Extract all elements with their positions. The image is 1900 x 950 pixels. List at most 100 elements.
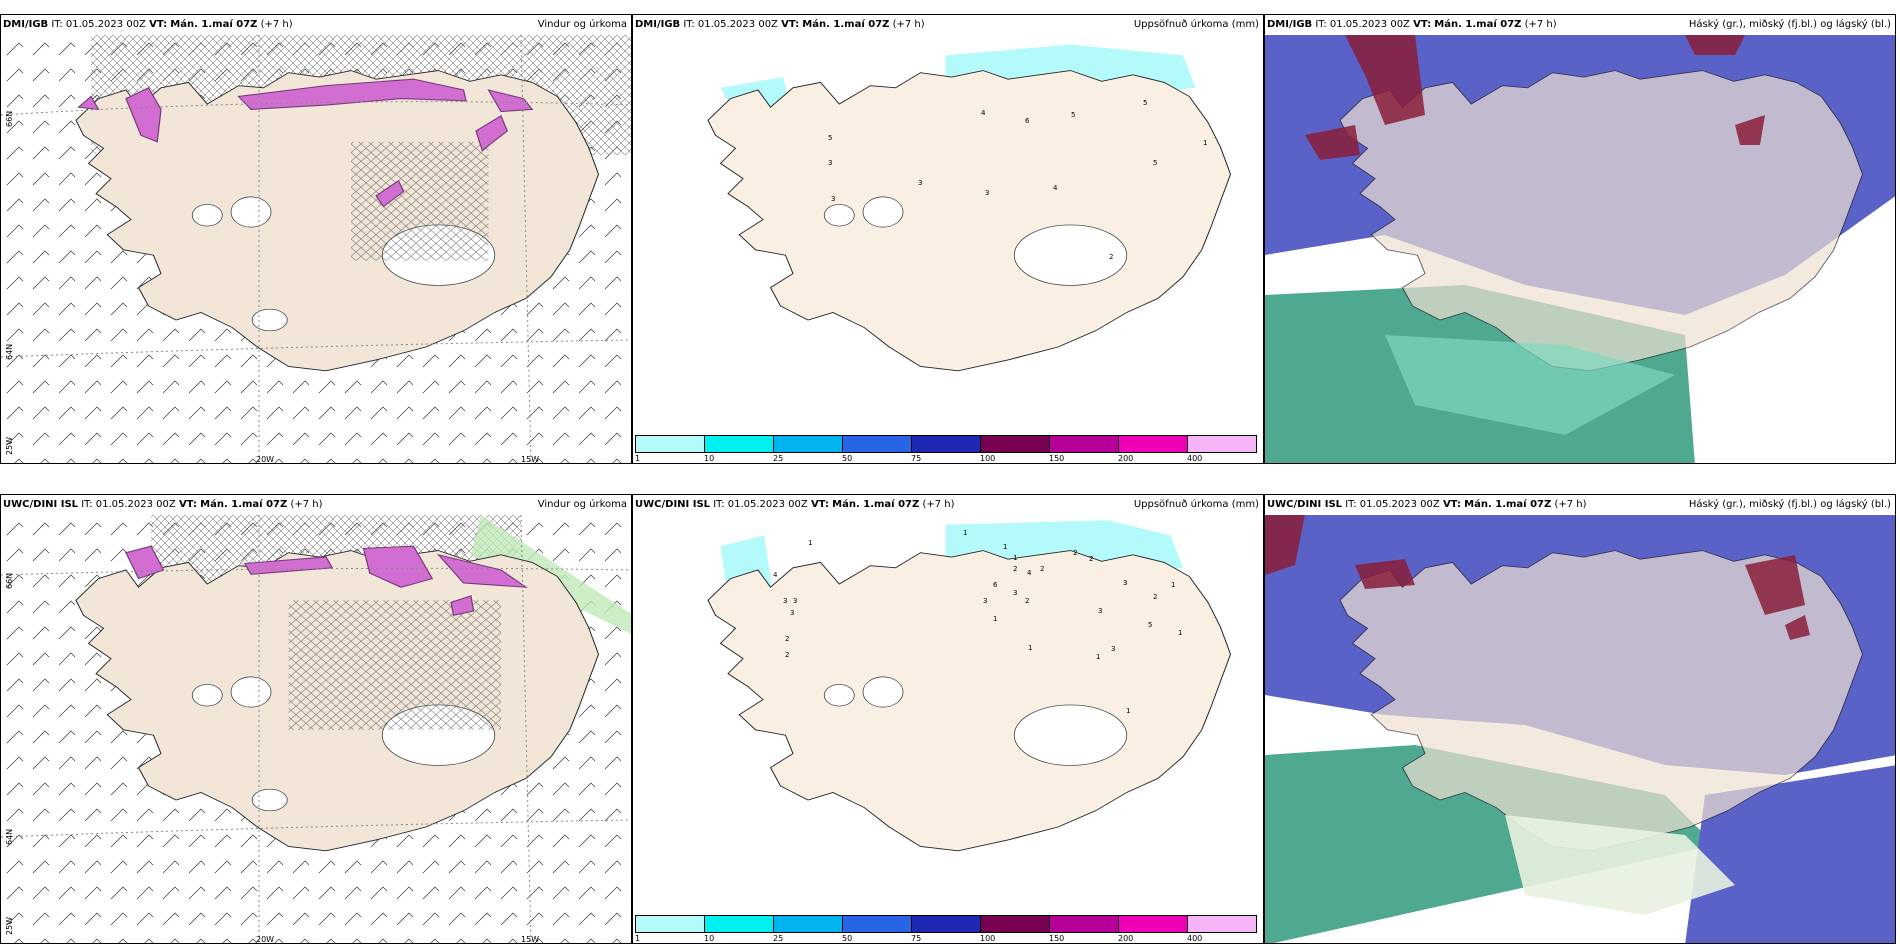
precip-areas	[77, 78, 534, 208]
high-cloud-patches	[1265, 515, 1810, 640]
legend-tick: 200	[1118, 454, 1134, 463]
init-time: 01.05.2023 00Z	[1359, 499, 1440, 510]
lon-label-15w: 15W	[521, 935, 540, 944]
panel-title: DMI/IGB IT: 01.05.2023 00Z VT: Mán. 1.ma…	[1, 15, 631, 35]
lead-time: (+7 h)	[922, 499, 955, 510]
field-name: Vindur og úrkoma	[537, 499, 627, 510]
lat-label-25w: 25W	[5, 436, 14, 455]
legend-cell	[1187, 435, 1257, 453]
vt-label: VT:	[1442, 499, 1461, 510]
valid-time: Mán. 1.maí 07Z	[1464, 499, 1552, 510]
model-name: UWC/DINI ISL	[635, 499, 711, 510]
legend-cell	[1118, 435, 1188, 453]
lat-label-66: 66N	[5, 110, 14, 127]
legend-tick: 150	[1049, 934, 1065, 943]
legend-tick: 200	[1118, 934, 1134, 943]
legend-cell	[635, 435, 705, 453]
svg-text:3: 3	[828, 159, 832, 167]
svg-text:2: 2	[1025, 597, 1029, 605]
lead-time: (+7 h)	[290, 499, 323, 510]
svg-text:4: 4	[773, 571, 778, 579]
vt-label: VT:	[149, 19, 168, 30]
it-label: IT:	[1345, 499, 1357, 510]
svg-text:1: 1	[963, 529, 967, 537]
lead-time: (+7 h)	[892, 19, 925, 30]
lon-label-20w: 20W	[256, 935, 275, 944]
svg-text:1: 1	[1013, 554, 1017, 562]
lon-label-15w: 15W	[521, 455, 540, 464]
lat-label-64: 64N	[5, 343, 14, 360]
legend-tick: 50	[842, 934, 853, 943]
svg-text:1: 1	[1028, 644, 1032, 652]
svg-text:3: 3	[831, 195, 835, 203]
legend-cell	[635, 915, 705, 933]
cloud-map	[1265, 515, 1895, 943]
svg-text:4: 4	[981, 109, 986, 117]
legend-tick: 1	[635, 454, 641, 463]
legend-cell	[980, 915, 1050, 933]
svg-text:5: 5	[828, 134, 832, 142]
panel-title: UWC/DINI ISL IT: 01.05.2023 00Z VT: Mán.…	[1265, 495, 1895, 515]
it-label: IT:	[51, 19, 63, 30]
precip-legend: 1 10 25 50 75 100 150 200 400	[635, 915, 1263, 943]
legend-tick: 1	[635, 934, 641, 943]
legend-tick: 75	[911, 454, 922, 463]
svg-text:2: 2	[785, 635, 789, 643]
init-time: 01.05.2023 00Z	[697, 19, 778, 30]
lat-label-25w: 25W	[5, 916, 14, 935]
svg-text:3: 3	[1111, 645, 1115, 653]
svg-text:4: 4	[1053, 184, 1058, 192]
legend-cell	[1049, 915, 1119, 933]
legend-tick: 50	[842, 454, 853, 463]
high-cloud-patches	[1305, 35, 1765, 160]
panel-title: DMI/IGB IT: 01.05.2023 00Z VT: Mán. 1.ma…	[633, 15, 1263, 35]
legend-cell	[773, 435, 843, 453]
legend-cell	[773, 915, 843, 933]
svg-text:1: 1	[808, 539, 812, 547]
panel-accum-precip-row2: UWC/DINI ISL IT: 01.05.2023 00Z VT: Mán.…	[632, 494, 1264, 944]
svg-text:2: 2	[1153, 593, 1157, 601]
init-time: 01.05.2023 00Z	[95, 499, 176, 510]
field-name: Uppsöfnuð úrkoma (mm)	[1133, 499, 1259, 510]
svg-text:2: 2	[1073, 549, 1077, 557]
svg-text:3: 3	[793, 597, 797, 605]
legend-cell	[842, 435, 912, 453]
legend-tick: 25	[773, 454, 784, 463]
svg-text:2: 2	[785, 651, 789, 659]
svg-text:3: 3	[1013, 589, 1017, 597]
legend-cell	[1187, 915, 1257, 933]
init-time: 01.05.2023 00Z	[1329, 19, 1410, 30]
panel-wind-precip-row2: UWC/DINI ISL IT: 01.05.2023 00Z VT: Mán.…	[0, 494, 632, 944]
model-name: UWC/DINI ISL	[1267, 499, 1343, 510]
panel-title: DMI/IGB IT: 01.05.2023 00Z VT: Mán. 1.ma…	[1265, 15, 1895, 35]
accum-precip-map: 4 5 6 5 5 4 3 3 3 3 5 1 2	[707, 44, 1232, 372]
legend-cell	[980, 435, 1050, 453]
lead-time: (+7 h)	[1524, 19, 1557, 30]
valid-time: Mán. 1.maí 07Z	[1434, 19, 1522, 30]
field-name: Vindur og úrkoma	[537, 19, 627, 30]
it-label: IT:	[1315, 19, 1327, 30]
legend-cell	[704, 435, 774, 453]
precip-values: 4 3 3 3 2 2 1 1 2 4 2 3 6 3 2 2 2 3 2 5 …	[773, 529, 1182, 715]
valid-time: Mán. 1.maí 07Z	[200, 499, 288, 510]
legend-cell	[842, 915, 912, 933]
panel-accum-precip-row1: DMI/IGB IT: 01.05.2023 00Z VT: Mán. 1.ma…	[632, 14, 1264, 464]
accum-precip-map: 4 3 3 3 2 2 1 1 2 4 2 3 6 3 2 2 2 3 2 5 …	[707, 520, 1232, 852]
svg-text:3: 3	[783, 597, 787, 605]
model-name: DMI/IGB	[635, 19, 681, 30]
precip-legend: 1 10 25 50 75 100 150 200 400	[635, 435, 1263, 463]
legend-tick: 10	[704, 934, 715, 943]
svg-text:3: 3	[983, 597, 987, 605]
svg-text:3: 3	[790, 609, 794, 617]
vt-label: VT:	[810, 499, 829, 510]
lat-label-66: 66N	[5, 572, 14, 589]
it-label: IT:	[683, 19, 695, 30]
model-name: DMI/IGB	[3, 19, 49, 30]
legend-tick: 75	[911, 934, 922, 943]
svg-text:1: 1	[1126, 707, 1130, 715]
iceland-landmass	[707, 69, 1232, 372]
valid-time: Mán. 1.maí 07Z	[802, 19, 890, 30]
svg-text:5: 5	[1148, 621, 1152, 629]
lon-label-20w: 20W	[256, 455, 275, 464]
field-name: Háský (gr.), miðský (fj.bl.) og lágský (…	[1688, 499, 1891, 510]
